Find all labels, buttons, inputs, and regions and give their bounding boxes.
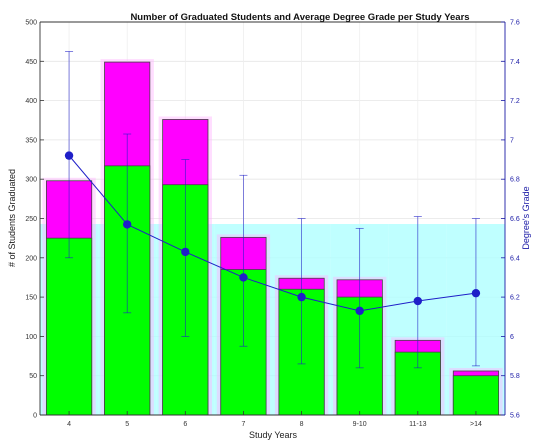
y-tick-label: 100 <box>25 334 37 341</box>
y-right-tick-label: 7 <box>510 137 514 144</box>
y-right-tick-label: 5.6 <box>510 413 520 420</box>
y-tick-label: 150 <box>25 295 37 302</box>
y-right-tick-label: 7.4 <box>510 59 520 66</box>
y-right-tick-label: 5.8 <box>510 373 520 380</box>
x-tick-label: 7 <box>241 421 245 428</box>
x-tick-label: 11-13 <box>409 421 426 428</box>
y-tick-label: 250 <box>25 216 37 223</box>
bar-green <box>45 237 93 416</box>
y-right-tick-label: 6.6 <box>510 216 520 223</box>
x-axis-label: Study Years <box>249 430 298 440</box>
y-axis-right-label: Degree's Grade <box>521 186 531 249</box>
y-right-tick-label: 6.8 <box>510 177 520 184</box>
grade-point <box>471 288 481 298</box>
y-right-tick-label: 7.2 <box>510 98 520 105</box>
bar-green <box>452 375 500 416</box>
grade-line-layer <box>64 51 481 369</box>
y-tick-label: 450 <box>25 59 37 66</box>
grade-point <box>122 220 132 229</box>
axes: 0 50 100 150 200 250 300 350 400 450 500 5.6 5.8 6 6.2… <box>25 20 520 429</box>
x-tick-label: 9-10 <box>353 421 367 428</box>
x-tick-label: 5 <box>125 421 129 428</box>
y-right-tick-label: 7.6 <box>510 20 520 27</box>
y-tick-label: 300 <box>25 177 37 184</box>
y-right-tick-label: 6 <box>510 334 514 341</box>
grade-point <box>355 306 364 316</box>
x-tick-label: 6 <box>183 421 187 428</box>
y-axis-label: # of Students Graduated <box>7 169 17 267</box>
y-tick-label: 200 <box>25 255 37 262</box>
y-tick-label: 500 <box>25 20 37 27</box>
grade-point <box>297 292 306 302</box>
grade-point <box>413 296 423 306</box>
y-tick-label: 400 <box>25 98 37 105</box>
y-right-tick-label: 6.4 <box>510 255 520 262</box>
chart-title: Number of Graduated Students and Average… <box>130 12 469 23</box>
grade-point <box>239 273 248 282</box>
y-tick-label: 50 <box>29 373 37 380</box>
grade-point <box>181 247 190 257</box>
y-right-tick-label: 6.2 <box>510 295 520 302</box>
x-tick-label: 4 <box>67 421 71 428</box>
y-tick-label: 0 <box>33 413 37 420</box>
x-tick-label: 8 <box>300 421 304 428</box>
grade-point <box>64 151 74 160</box>
y-tick-label: 350 <box>25 137 37 144</box>
grade-line <box>68 155 477 312</box>
x-tick-label: >14 <box>470 421 482 428</box>
